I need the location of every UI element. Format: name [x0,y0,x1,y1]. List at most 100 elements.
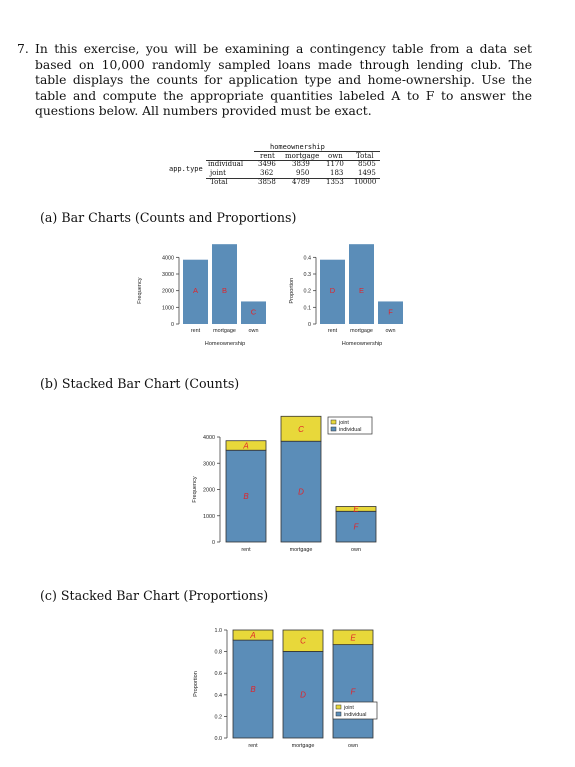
table-cell: 950 [296,169,310,177]
table-cell: 1170 [326,160,344,168]
x-axis-label: Homeownership [342,341,382,347]
legend-swatch-individual [330,426,337,432]
segment-label: F [351,687,357,696]
bar-individual [232,639,274,739]
col-header-total: Total [356,152,374,160]
bar-label: B [222,286,227,295]
y-tick-label: 0.2 [304,289,312,295]
table-cell: 1495 [358,169,376,177]
bar-label: F [388,308,393,317]
legend-label-individual: individual [339,427,361,433]
legend-label-joint: joint [343,705,354,711]
col-header-own: own [328,152,343,160]
problem-text: In this exercise, you will be examining … [35,42,532,119]
section-c-heading: (c) Stacked Bar Chart (Proportions) [40,588,269,603]
x-tick-label: own [351,547,361,553]
row-label-joint: joint [210,169,226,177]
bar-label: A [193,286,198,295]
y-tick-label: 0 [308,322,311,328]
y-tick-label: 0.4 [215,693,223,699]
y-tick-label: 1000 [162,305,174,311]
bar-joint [282,629,324,652]
legend-swatch-joint [330,419,337,425]
bar [183,259,208,324]
bar [349,244,374,324]
bar-individual [225,449,267,543]
x-tick-label: mortgage [292,743,315,749]
legend-swatch-individual [335,711,342,717]
bar [378,301,403,324]
y-tick-label: 0.6 [215,671,223,677]
segment-label: D [300,691,306,700]
x-tick-label: mortgage [290,547,313,553]
y-tick-label: 0.8 [215,650,223,656]
y-axis-label: Proportion [289,278,295,304]
bar-joint [232,629,274,641]
y-tick-label: 0.3 [304,272,312,278]
legend-swatch-joint [335,704,342,710]
x-tick-label: rent [241,547,251,553]
y-tick-label: 1000 [203,514,215,520]
legend-label-joint: joint [338,420,349,426]
table-cell: 8505 [358,160,376,168]
table-cell: 3858 [258,178,276,186]
bar-label: E [359,286,364,295]
y-tick-label: 2000 [162,289,174,295]
y-tick-label: 2000 [203,488,215,494]
col-header-mortgage: mortgage [285,152,320,160]
y-axis-label: Proportion [193,671,199,697]
y-tick-label: 0.4 [304,255,312,261]
bar-individual [282,651,324,739]
x-tick-label: rent [248,743,258,749]
segment-label: A [242,441,248,450]
section-b-heading: (b) Stacked Bar Chart (Counts) [40,376,240,391]
x-axis-label: Homeownership [205,341,245,347]
bar-joint [225,440,267,451]
segment-label: A [249,631,255,640]
contingency-table: homeownership app.type rent mortgage own… [150,143,390,193]
bar-label: D [330,286,336,295]
table-cell: 183 [330,169,344,177]
bar [241,301,266,324]
x-tick-label: own [348,743,358,749]
y-tick-label: 0.1 [304,305,312,311]
legend-label-individual: individual [344,712,366,718]
segment-label: B [243,492,249,501]
segment-label: E [350,633,356,642]
legend-box [327,416,373,435]
x-tick-label: rent [328,328,338,334]
bar-individual [332,644,374,739]
table-cell: 362 [260,169,274,177]
y-tick-label: 0.2 [215,714,223,720]
y-tick-label: 0.0 [215,736,223,742]
segment-label: C [298,425,304,434]
table-cell: 10000 [354,178,377,186]
bar [320,259,345,324]
table-cell: 1353 [326,178,344,186]
legend-box [332,701,378,720]
y-axis-label: Frequency [192,476,198,503]
y-tick-label: 0 [212,540,215,546]
header-rule [254,151,380,152]
segment-label: D [298,488,304,497]
x-tick-label: own [249,328,259,334]
bar [212,244,237,324]
segment-label: E [353,505,359,514]
table-cell: 4789 [292,178,310,186]
x-tick-label: mortgage [213,328,236,334]
bar-joint [280,415,322,442]
section-a-heading: (a) Bar Charts (Counts and Proportions) [40,210,297,225]
x-tick-label: mortgage [350,328,373,334]
bar-individual [280,440,322,543]
segment-label: F [354,523,360,532]
row-label-total: Total [210,178,228,186]
column-variable-label: homeownership [270,143,325,151]
x-tick-label: own [386,328,396,334]
bar-individual [335,510,377,543]
row-label-individual: individual [208,160,244,168]
y-axis-label: Frequency [137,277,143,304]
